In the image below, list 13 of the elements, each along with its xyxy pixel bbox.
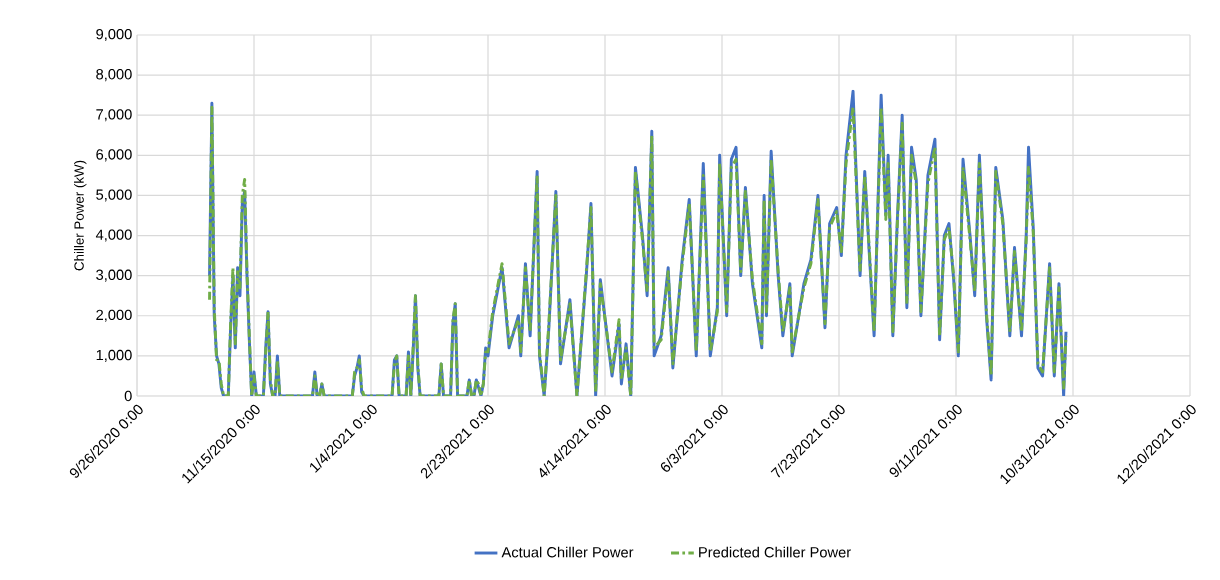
legend-label: Actual Chiller Power — [501, 546, 634, 558]
y-tick-label: 9,000 — [96, 28, 132, 42]
y-tick-label: 2,000 — [96, 309, 132, 322]
y-axis-title: Chiller Power (kW) — [74, 160, 87, 271]
y-tick-label: 5,000 — [96, 189, 132, 202]
y-tick-label: 4,000 — [95, 229, 132, 242]
y-tick-label: 6,000 — [96, 149, 132, 162]
legend-label: Predicted Chiller Power — [699, 546, 851, 558]
y-tick-label: 0 — [124, 390, 132, 402]
y-tick-label: 3,000 — [96, 269, 132, 282]
y-tick-label: 1,000 — [96, 349, 132, 362]
y-tick-label: 7,000 — [96, 109, 132, 122]
y-tick-label: 8,000 — [96, 69, 132, 82]
